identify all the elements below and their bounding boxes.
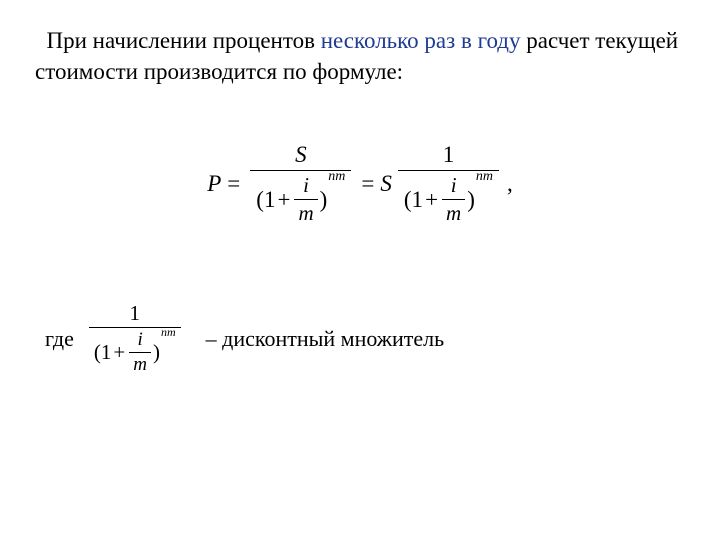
wi: i [133, 329, 146, 352]
where-label: где [45, 326, 74, 352]
where-fraction: 1 (1 + i m ) [89, 301, 181, 376]
wsup: nm [161, 325, 176, 340]
intro-text: При начислении процентов несколько раз в… [35, 25, 685, 87]
formula-comma: , [507, 171, 513, 197]
i2: i [447, 173, 461, 199]
wm: m [129, 353, 151, 376]
plus2: + [425, 187, 438, 213]
wplus: + [113, 340, 125, 365]
where-den: (1 + i m ) nm [89, 328, 181, 376]
where-num: 1 [125, 301, 146, 327]
frac1-num: S [289, 142, 313, 170]
frac2-den: (1 + i m ) nm [398, 171, 499, 226]
frac1-den: (1 + i m ) nm [250, 171, 351, 226]
i1: i [299, 173, 313, 199]
rparen2: ) [467, 187, 475, 213]
plus1: + [277, 187, 290, 213]
wlparen: (1 [94, 340, 112, 365]
intro-part1: При начислении процентов [47, 28, 321, 53]
var-P: P [207, 171, 221, 197]
where-formula: 1 (1 + i m ) [89, 301, 181, 376]
lparen1: (1 [256, 187, 275, 213]
im-frac2: i m [442, 173, 465, 226]
sup1: nm [328, 169, 345, 185]
equals-2: = [361, 171, 374, 197]
fraction-1: S (1 + i m ) nm [250, 142, 351, 226]
main-formula: P = S (1 + i m ) nm [35, 142, 685, 226]
wrparen: ) [153, 340, 160, 365]
intro-blue: несколько раз в году [321, 28, 521, 53]
sup2: nm [476, 169, 493, 185]
where-desc: – дисконтный множитель [206, 326, 445, 352]
m2: m [442, 200, 465, 226]
m1: m [294, 200, 317, 226]
lparen2: (1 [404, 187, 423, 213]
equals-1: = [227, 171, 240, 197]
im-frac1: i m [294, 173, 317, 226]
where-row: где 1 (1 + i m ) [35, 301, 685, 376]
frac2-num: 1 [437, 142, 461, 170]
rparen1: ) [320, 187, 328, 213]
fraction-2: 1 (1 + i m ) nm [398, 142, 499, 226]
wim-frac: i m [129, 329, 151, 376]
var-S: S [380, 171, 392, 197]
